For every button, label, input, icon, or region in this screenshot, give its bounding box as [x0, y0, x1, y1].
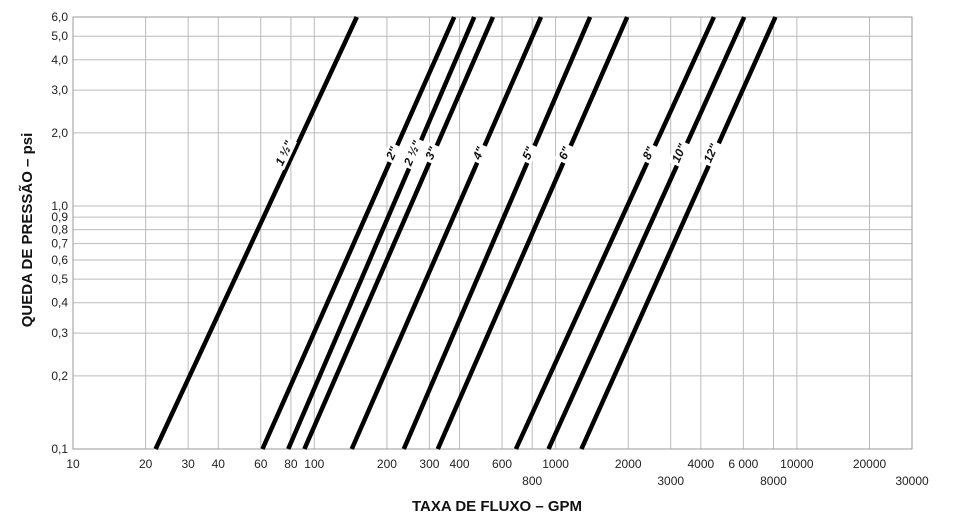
series-line: [546, 16, 747, 450]
y-tick-label: 0,1: [51, 442, 68, 456]
y-tick-label: 0,7: [51, 237, 68, 251]
series-label-text: 3": [422, 144, 440, 161]
x-tick-label: 20: [139, 457, 153, 471]
x-tick-label: 3000: [657, 474, 684, 488]
series-label: 8": [638, 141, 659, 165]
series-label-background: [271, 136, 297, 171]
series-label-text: 4": [469, 144, 487, 162]
series-line: [401, 16, 593, 450]
series-label: 5": [518, 141, 539, 165]
x-tick-label: 8000: [760, 474, 787, 488]
series-line: [435, 16, 630, 450]
y-tick-label: 2,0: [51, 126, 68, 140]
series-label-background: [421, 141, 442, 165]
x-tick-label: 80: [284, 457, 298, 471]
x-tick-label: 600: [492, 457, 512, 471]
series-label-text: 2": [383, 144, 401, 162]
series-label-background: [667, 139, 691, 168]
y-tick-label: 0,9: [51, 210, 68, 224]
series-line: [349, 16, 544, 450]
x-tick-label: 40: [212, 457, 226, 471]
y-tick-label: 6,0: [51, 10, 68, 24]
y-axis-title: QUEDA DE PRESSÃO – psi: [18, 133, 36, 328]
x-axis-title: TAXA DE FLUXO – GPM: [412, 498, 582, 515]
series-label-background: [468, 141, 489, 165]
y-tick-label: 3,0: [51, 83, 68, 97]
series-label-text: 5": [519, 144, 537, 161]
x-tick-label: 400: [450, 457, 470, 471]
x-tick-label: 1000: [542, 457, 569, 471]
series-lines: [153, 16, 778, 450]
series-label: 6": [554, 141, 575, 165]
series-label-text: 8": [640, 144, 658, 161]
x-tick-label: 10: [66, 457, 80, 471]
y-tick-label: 1,0: [51, 199, 68, 213]
x-tick-label: 800: [522, 474, 542, 488]
series-line: [513, 16, 716, 450]
series-label-background: [381, 141, 403, 165]
x-tick-label: 30: [181, 457, 195, 471]
series-line: [302, 16, 495, 450]
x-tick-label: 2000: [615, 457, 642, 471]
x-tick-label: 10000: [780, 457, 814, 471]
series-label: 2": [381, 141, 403, 165]
series-line: [260, 16, 457, 450]
x-tick-label: 100: [304, 457, 324, 471]
x-tick-label: 200: [377, 457, 397, 471]
y-tick-label: 4,0: [51, 53, 68, 67]
series-line: [579, 16, 778, 450]
series-label-background: [518, 141, 539, 165]
series-label-background: [638, 141, 659, 165]
series-label-background: [699, 139, 723, 168]
series-label: 4": [468, 141, 489, 165]
series-labels: 1 ½" 2" 2 ½"3" 4" 5" 6" 8" 10" 12": [271, 136, 723, 171]
x-tick-label: 30000: [895, 474, 929, 488]
series-line: [286, 16, 477, 450]
y-tick-label: 0,6: [51, 253, 68, 267]
x-tick-label: 4000: [688, 457, 715, 471]
x-tick-label: 60: [254, 457, 268, 471]
y-tick-label: 0,3: [51, 326, 68, 340]
series-label-background: [399, 136, 425, 171]
y-tick-label: 5,0: [51, 29, 68, 43]
y-tick-label: 0,8: [51, 223, 68, 237]
series-label-background: [554, 141, 575, 165]
x-tick-label: 6 000: [728, 457, 758, 471]
y-tick-label: 0,4: [51, 296, 68, 310]
y-tick-labels: 0,1 0,2 0,3 0,4 0,5 0,6 0,70,80,91,0 2,0 3,0 4,0 5…: [51, 10, 68, 456]
y-tick-label: 0,5: [51, 272, 68, 286]
series-line: [153, 16, 359, 450]
x-tick-label: 300: [419, 457, 439, 471]
series-label: 3": [421, 141, 442, 165]
y-tick-label: 0,2: [51, 369, 68, 383]
x-tick-label: 20000: [853, 457, 887, 471]
series-label-text: 6": [556, 144, 574, 161]
